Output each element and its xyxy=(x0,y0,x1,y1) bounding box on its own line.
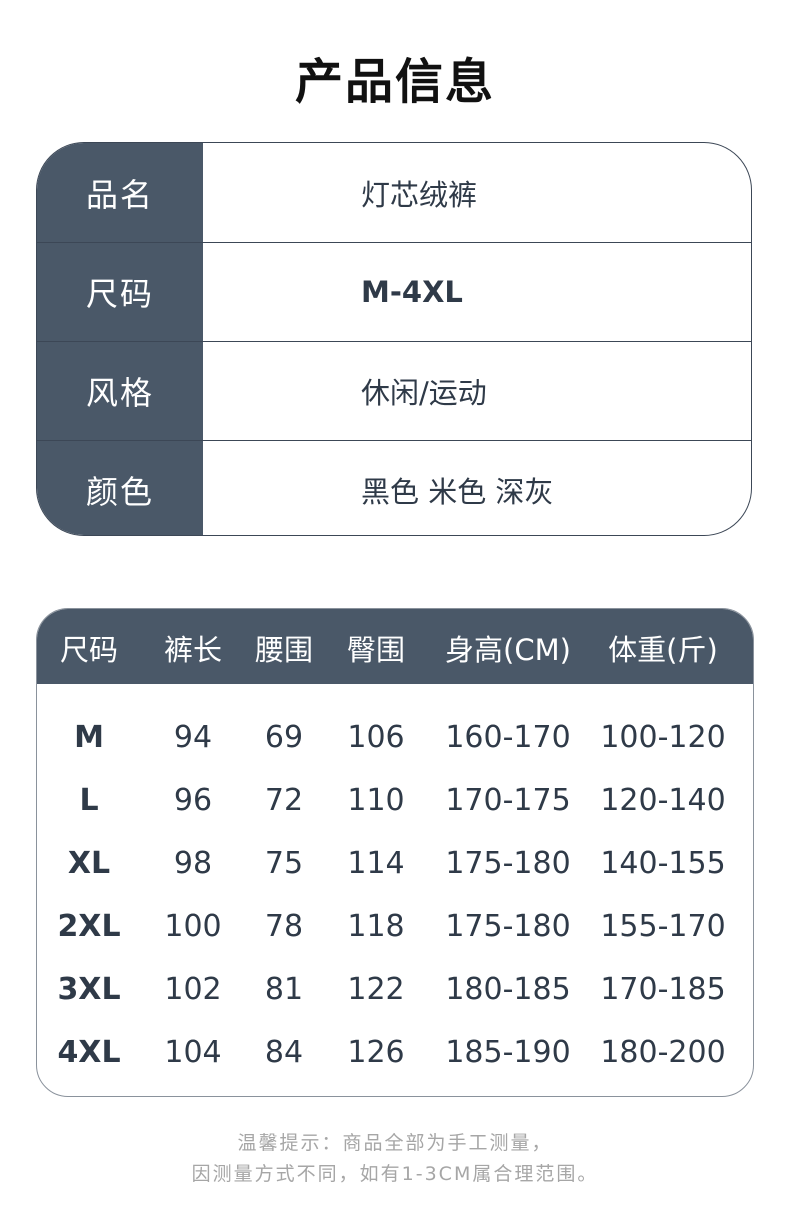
table-cell: 69 xyxy=(264,720,304,755)
info-label: 品名 xyxy=(85,175,154,214)
table-cell: 120-140 xyxy=(600,783,726,818)
table-cell: 180-200 xyxy=(600,1035,726,1070)
info-row: 风格 休闲/运动 xyxy=(37,341,751,441)
note-line-2: 因测量方式不同，如有1-3CM属合理范围。 xyxy=(191,1163,599,1185)
size-label: L xyxy=(79,783,99,818)
table-cell: 114 xyxy=(347,846,405,881)
info-value: 休闲/运动 xyxy=(361,375,487,410)
table-cell: 140-155 xyxy=(600,846,726,881)
note-line-1: 温馨提示：商品全部为手工测量， xyxy=(237,1132,553,1154)
table-cell: 126 xyxy=(347,1035,405,1070)
table-cell: 81 xyxy=(264,972,304,1007)
column-header: 身高(CM) xyxy=(445,633,571,667)
table-cell: 180-185 xyxy=(445,972,571,1007)
table-cell: 160-170 xyxy=(445,720,571,755)
table-cell: 98 xyxy=(173,846,213,881)
table-cell: 185-190 xyxy=(445,1035,571,1070)
info-value: M-4XL xyxy=(361,274,463,309)
table-cell: 175-180 xyxy=(445,846,571,881)
table-cell: 84 xyxy=(264,1035,304,1070)
size-label: 3XL xyxy=(57,972,121,1007)
size-label: M xyxy=(74,720,104,755)
size-label: 2XL xyxy=(57,909,121,944)
size-table-header: 尺码 裤长 腰围 臀围 身高(CM) 体重(斤) xyxy=(37,609,753,684)
table-cell: 72 xyxy=(264,783,304,818)
table-cell: 102 xyxy=(164,972,222,1007)
table-cell: 122 xyxy=(347,972,405,1007)
size-chart-table: 尺码 裤长 腰围 臀围 身高(CM) 体重(斤) M 94 69 106 160-170 100-1… xyxy=(36,608,754,1097)
table-cell: 75 xyxy=(264,846,304,881)
info-label: 尺码 xyxy=(85,274,154,313)
table-cell: 118 xyxy=(347,909,405,944)
table-cell: 175-180 xyxy=(445,909,571,944)
info-row: 尺码 M-4XL xyxy=(37,242,751,342)
size-label: XL xyxy=(67,846,111,881)
column-header: 尺码 xyxy=(59,633,119,667)
column-header: 臀围 xyxy=(346,633,406,667)
table-cell: 100 xyxy=(164,909,222,944)
table-cell: 155-170 xyxy=(600,909,726,944)
table-cell: 96 xyxy=(173,783,213,818)
column-header: 体重(斤) xyxy=(608,633,718,667)
info-value: 黑色 米色 深灰 xyxy=(361,474,554,509)
label-column xyxy=(37,143,203,535)
info-row: 品名 灯芯绒裤 xyxy=(37,143,751,243)
info-row: 颜色 黑色 米色 深灰 xyxy=(37,440,751,535)
info-label: 颜色 xyxy=(85,472,154,511)
column-header: 腰围 xyxy=(254,633,314,667)
info-label: 风格 xyxy=(85,373,154,412)
product-info-table: 品名 灯芯绒裤 尺码 M-4XL 风格 休闲/运动 颜色 黑色 米色 深灰 xyxy=(36,142,752,536)
table-cell: 94 xyxy=(173,720,213,755)
table-cell: 78 xyxy=(264,909,304,944)
table-cell: 170-185 xyxy=(600,972,726,1007)
table-cell: 170-175 xyxy=(445,783,571,818)
table-cell: 104 xyxy=(164,1035,222,1070)
table-cell: 110 xyxy=(347,783,405,818)
table-cell: 100-120 xyxy=(600,720,726,755)
table-cell: 106 xyxy=(347,720,405,755)
size-label: 4XL xyxy=(57,1035,121,1070)
info-value: 灯芯绒裤 xyxy=(361,177,478,212)
page-title: 产品信息 xyxy=(294,54,495,110)
column-header: 裤长 xyxy=(163,633,223,667)
